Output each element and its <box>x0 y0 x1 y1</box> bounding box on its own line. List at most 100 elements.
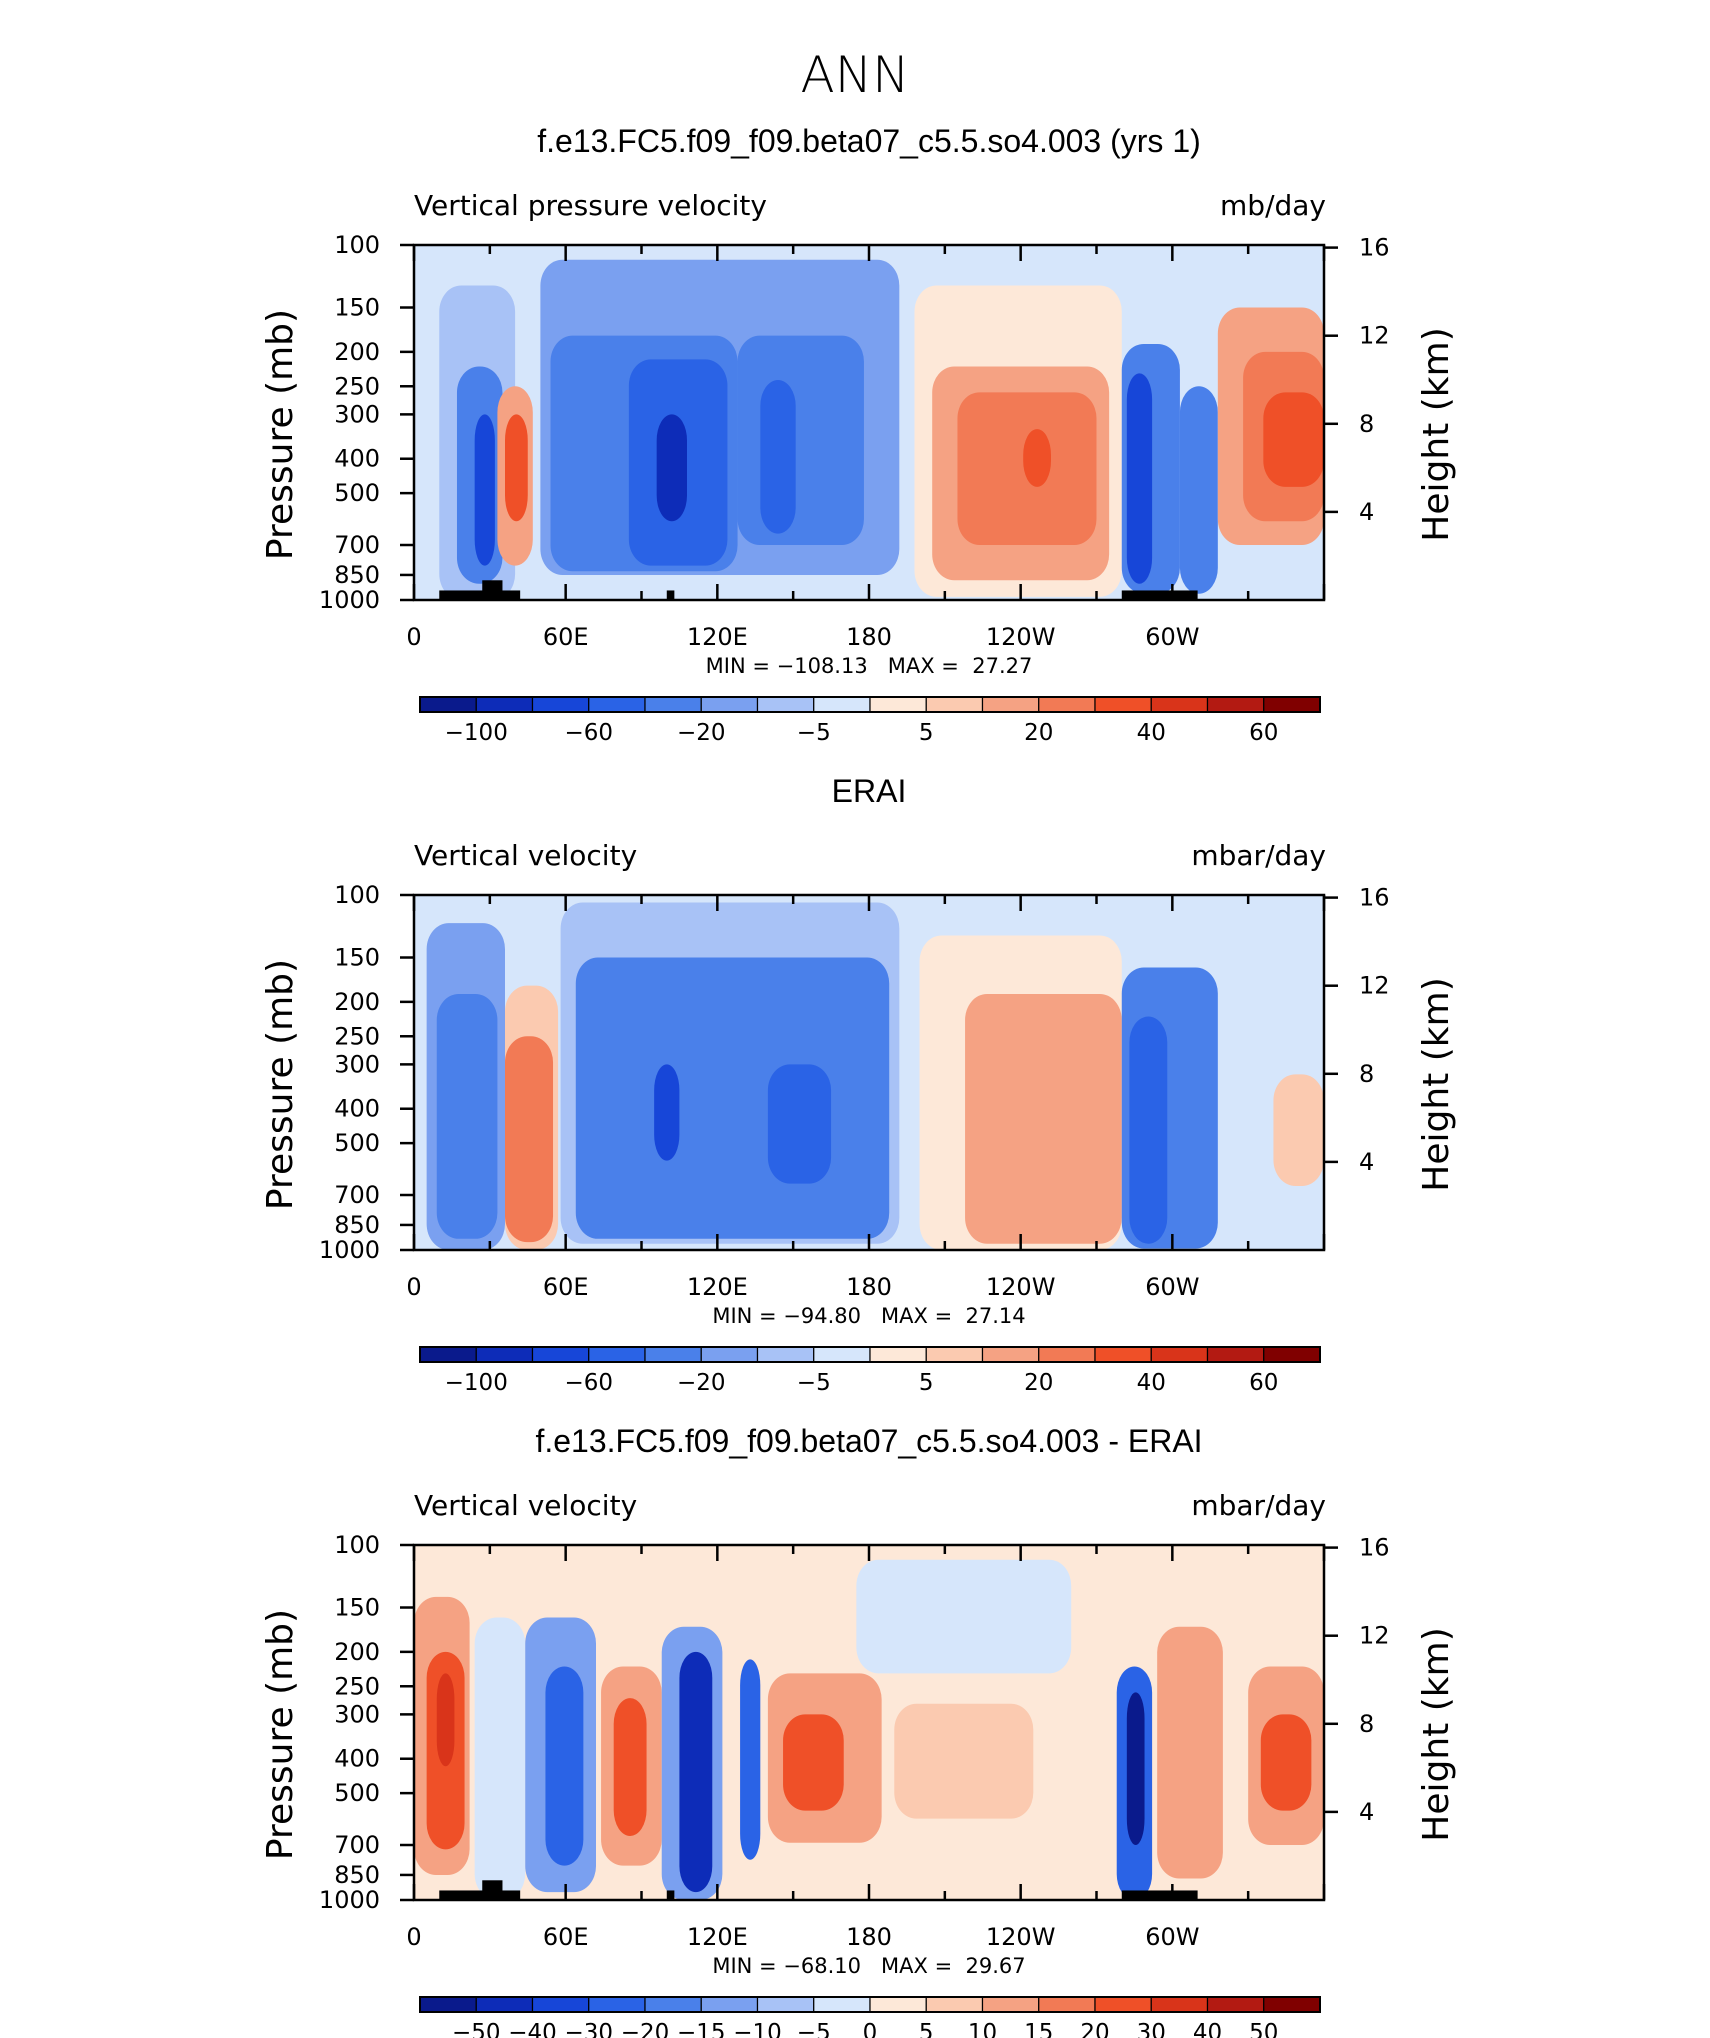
colorbar-swatch <box>813 1996 871 2013</box>
y2-tick-label: 4 <box>1359 1798 1374 1826</box>
x-tick-label: 60E <box>543 1273 589 1301</box>
contour-region <box>740 1659 761 1860</box>
colorbar-swatch <box>588 1996 646 2013</box>
topography-mask <box>482 1880 503 1900</box>
contour-region <box>590 1001 875 1229</box>
colorbar-label: 0 <box>863 2020 878 2038</box>
x-tick-label: 120E <box>687 1923 748 1951</box>
colorbar-label: −20 <box>621 2020 670 2038</box>
colorbar-label: −30 <box>564 2020 613 2038</box>
colorbar-label: −40 <box>508 2020 557 2038</box>
topography-mask <box>1121 590 1198 600</box>
colorbar-frame <box>419 1996 1321 2013</box>
colorbar-swatch <box>531 1346 590 1363</box>
colorbar-swatch <box>588 696 646 713</box>
colorbar-label: −15 <box>677 2020 726 2038</box>
colorbar-swatch <box>1094 696 1152 713</box>
contour-region <box>613 1698 647 1836</box>
colorbar-swatch <box>925 696 984 713</box>
y2-axis-title: Height (km) <box>1416 977 1457 1191</box>
y-axis-title: Pressure (mb) <box>260 309 301 560</box>
y-tick-label: 850 <box>334 561 380 589</box>
colorbar-swatch <box>1150 696 1209 713</box>
y-tick-label: 200 <box>334 338 380 366</box>
x-tick-label: 180 <box>846 1273 892 1301</box>
y-tick-label: 850 <box>334 1211 380 1239</box>
y-tick-label: 1000 <box>319 1236 380 1264</box>
colorbar-swatch <box>981 1996 1040 2013</box>
min-max-stats: MIN = −108.13 MAX = 27.27 <box>706 654 1033 678</box>
colorbar-label: 30 <box>1137 2020 1166 2038</box>
y-tick-label: 200 <box>334 988 380 1016</box>
x-tick-label: 120W <box>986 623 1056 651</box>
topography-mask <box>666 1890 675 1900</box>
contour-region <box>1126 1692 1145 1846</box>
topography-mask <box>1121 1890 1198 1900</box>
x-tick-label: 0 <box>406 1923 421 1951</box>
colorbar-swatch <box>869 1996 927 2013</box>
colorbar-frame <box>419 1346 1321 1363</box>
contour-region <box>767 1064 832 1184</box>
colorbar-swatch <box>869 696 927 713</box>
y-tick-label: 500 <box>334 479 380 507</box>
y-tick-label: 100 <box>334 231 380 259</box>
colorbar-swatch <box>419 1996 477 2013</box>
colorbar-swatch <box>531 696 590 713</box>
x-tick-label: 180 <box>846 623 892 651</box>
y-tick-label: 250 <box>334 1672 380 1700</box>
x-tick-label: 60W <box>1145 623 1199 651</box>
colorbar-swatch <box>1263 1996 1321 2013</box>
colorbar-label: −20 <box>677 720 726 746</box>
colorbar-label: 5 <box>919 1370 934 1396</box>
x-tick-label: 60W <box>1145 1923 1199 1951</box>
contour-region <box>1129 1016 1168 1244</box>
colorbar-label: 50 <box>1249 2020 1278 2038</box>
y-tick-label: 100 <box>334 1531 380 1559</box>
colorbar-swatch <box>1150 1996 1209 2013</box>
contour-region <box>1023 429 1051 487</box>
colorbar-swatch <box>531 1996 590 2013</box>
units-label: mbar/day <box>1191 839 1326 872</box>
colorbar-label: −20 <box>677 1370 726 1396</box>
contour-region <box>1126 373 1153 584</box>
colorbar-swatch <box>813 696 871 713</box>
colorbar-label: 40 <box>1137 1370 1166 1396</box>
colorbar-swatch <box>1038 1346 1096 1363</box>
colorbar-swatch <box>1038 696 1096 713</box>
y2-tick-label: 4 <box>1359 1148 1374 1176</box>
panel-title: ERAI <box>832 773 907 809</box>
y2-tick-label: 4 <box>1359 498 1374 526</box>
x-tick-label: 60W <box>1145 1273 1199 1301</box>
panel-1: f.e13.FC5.f09_f09.beta07_c5.5.so4.003 (y… <box>260 123 1457 746</box>
min-max-stats: MIN = −68.10 MAX = 29.67 <box>712 1954 1025 1978</box>
contour-region <box>783 1714 844 1811</box>
colorbar-frame <box>419 696 1321 713</box>
contour-field <box>414 895 1324 1250</box>
y-tick-label: 500 <box>334 1129 380 1157</box>
colorbar-swatch <box>644 1996 702 2013</box>
colorbar-label: −10 <box>733 2020 782 2038</box>
colorbar-swatch <box>1206 1346 1265 1363</box>
y-tick-label: 250 <box>334 372 380 400</box>
colorbar-label: −60 <box>564 1370 613 1396</box>
colorbar-label: 20 <box>1024 720 1053 746</box>
x-tick-label: 180 <box>846 1923 892 1951</box>
y-tick-label: 1000 <box>319 1886 380 1914</box>
left-label: Vertical pressure velocity <box>414 189 767 222</box>
y2-axis-title: Height (km) <box>1416 1627 1457 1841</box>
colorbar-swatch <box>925 1996 984 2013</box>
y-tick-label: 400 <box>334 1095 380 1123</box>
colorbar-label: 10 <box>968 2020 997 2038</box>
contour-field <box>414 245 1324 600</box>
colorbar-label: 5 <box>919 2020 934 2038</box>
y-axis-title: Pressure (mb) <box>260 959 301 1210</box>
contour-region <box>474 1617 526 1900</box>
x-tick-label: 120W <box>986 1923 1056 1951</box>
min-max-stats: MIN = −94.80 MAX = 27.14 <box>712 1304 1025 1328</box>
contour-region <box>545 1666 584 1866</box>
topography-mask <box>482 580 503 600</box>
contour-region <box>1260 1714 1312 1811</box>
x-tick-label: 120W <box>986 1273 1056 1301</box>
colorbar-swatch <box>1094 1996 1152 2013</box>
y-tick-label: 850 <box>334 1861 380 1889</box>
